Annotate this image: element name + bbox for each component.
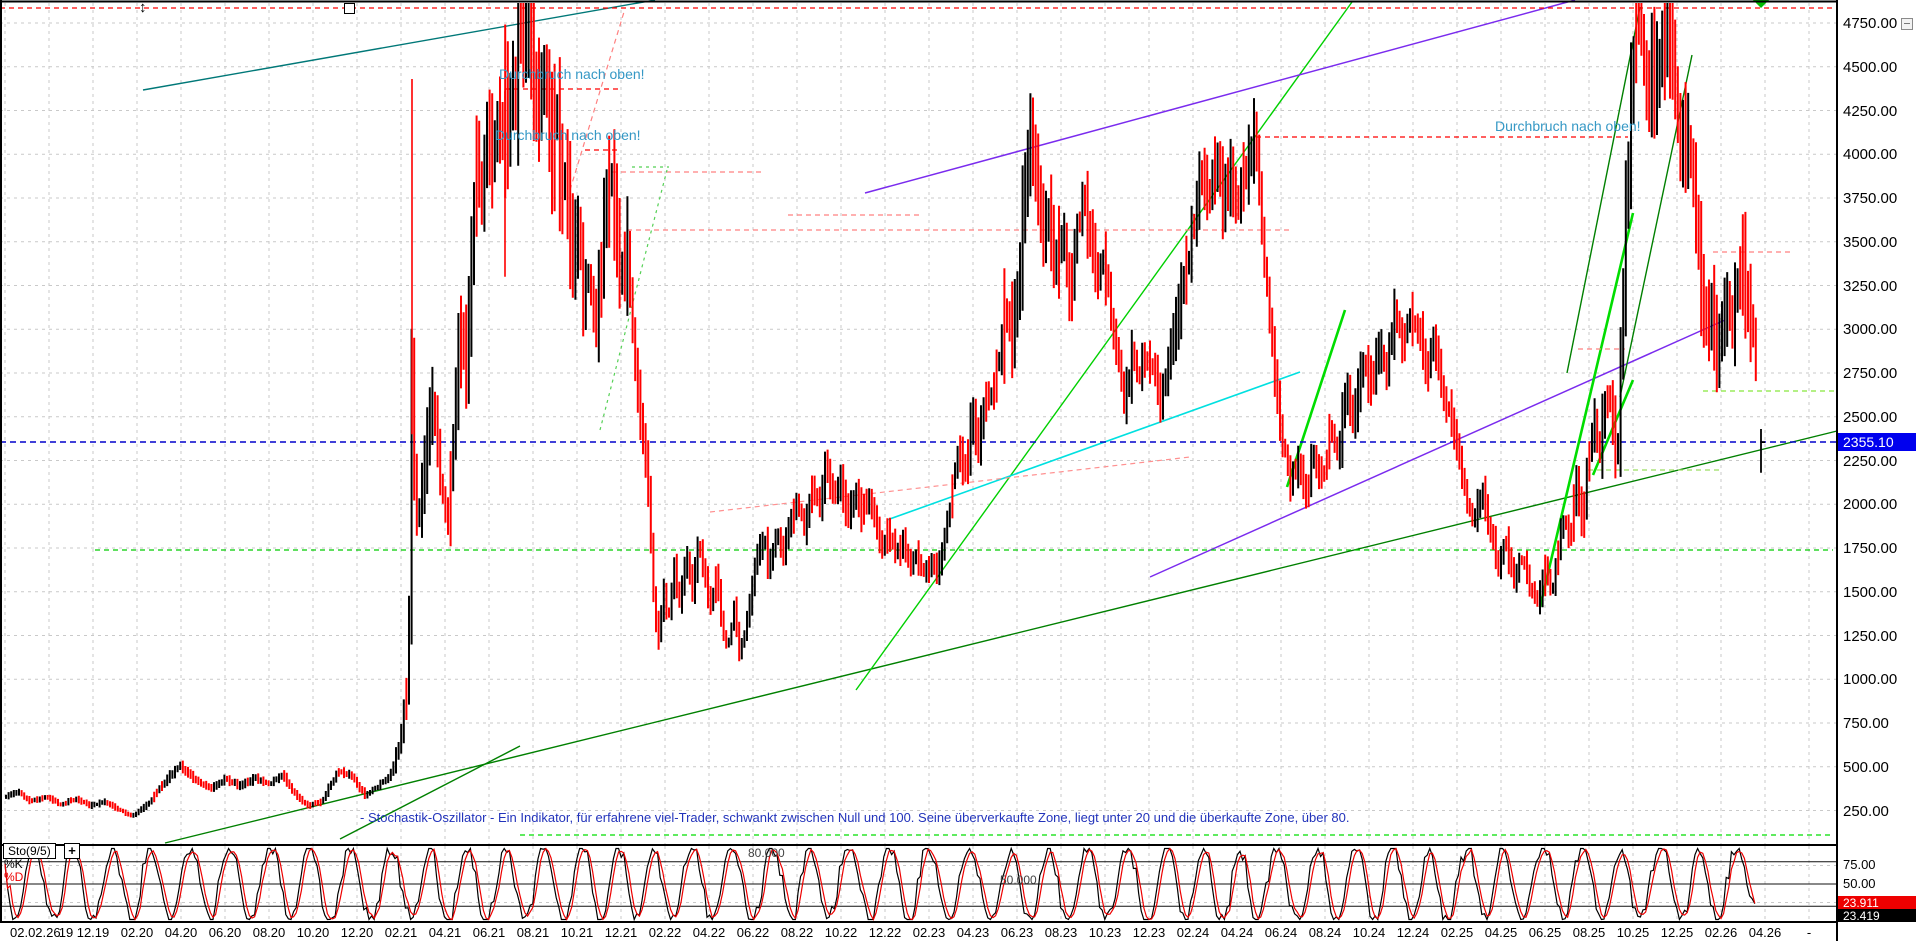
dashed-level-line[interactable]	[569, 11, 625, 191]
stochastic-oscillator-layer	[0, 846, 1837, 922]
time-tick-label: 08.21	[516, 925, 550, 940]
time-tick-label: 04.26	[1748, 925, 1782, 940]
time-tick-label: 12.23	[1132, 925, 1166, 940]
price-tick-label: 1750.00	[1843, 540, 1898, 557]
price-tick-label: 3250.00	[1843, 277, 1898, 295]
time-tick-label: 10.23	[1088, 925, 1122, 940]
line-selection-handle[interactable]	[344, 3, 355, 14]
price-tick-label: 750.00	[1843, 715, 1889, 732]
pane-borders	[0, 0, 1838, 941]
time-tick-label: 06.24	[1264, 925, 1298, 940]
time-tick-label: 08.22	[780, 925, 814, 940]
time-tick-label: 08.20	[252, 925, 286, 940]
price-tick-label: 1250.00	[1843, 627, 1898, 645]
price-tick-label: 2000.00	[1843, 496, 1898, 514]
price-tick-label: 500.00	[1843, 758, 1889, 776]
time-tick-label: 02.22	[648, 925, 682, 940]
time-tick-label: 02.02.26	[10, 925, 61, 940]
time-tick-label: 08.24	[1308, 925, 1342, 940]
time-tick-label: 06.23	[1000, 925, 1034, 940]
time-tick-label: 06.21	[472, 925, 506, 940]
breakout-annotation[interactable]: Durchbruch nach oben!	[1495, 118, 1641, 134]
time-tick-label: 02.21	[384, 925, 418, 940]
indicator-description-text: - Stochastik-Oszillator - Ein Indikator,…	[360, 810, 1350, 825]
time-tick-label: 10.22	[824, 925, 858, 940]
time-tick-label: 04.21	[428, 925, 462, 940]
add-indicator-button[interactable]: +	[64, 843, 80, 859]
trend-line[interactable]	[855, 1, 1353, 691]
price-tick-label: 1500.00	[1843, 583, 1898, 601]
time-tick-label: 10.25	[1616, 925, 1650, 940]
trend-line[interactable]	[1566, 6, 1641, 374]
osc-tick-75: 75.00	[1843, 857, 1876, 872]
price-tick-label: 250.00	[1843, 802, 1889, 820]
time-tick-label: 10.20	[296, 925, 330, 940]
time-tick-label: 06.22	[736, 925, 770, 940]
time-tick-label: 02.23	[912, 925, 946, 940]
trend-line[interactable]	[164, 430, 1838, 844]
osc-tick-50: 50.00	[1843, 876, 1876, 891]
time-tick-label: 04.23	[956, 925, 990, 940]
price-tick-label: 1000.00	[1843, 671, 1898, 689]
time-tick-label: 04.22	[692, 925, 726, 940]
time-tick-label: 02.20	[120, 925, 154, 940]
time-tick-label: 06.20	[208, 925, 242, 940]
trend-line[interactable]	[1285, 309, 1347, 488]
time-tick-label: 06.25	[1528, 925, 1562, 940]
time-tick-label: 04.24	[1220, 925, 1254, 940]
time-tick-label: 02.26	[1704, 925, 1738, 940]
time-tick-label: 04.20	[164, 925, 198, 940]
time-tick-label: 10.24	[1352, 925, 1386, 940]
current-price-badge: 2355.10	[1838, 433, 1916, 451]
time-tick-label: 19	[58, 925, 74, 940]
collapse-pane-icon[interactable]	[1901, 18, 1913, 30]
price-tick-label: 2750.00	[1843, 365, 1898, 382]
percent-k-label: %K	[4, 857, 23, 871]
price-tick-label: 3750.00	[1843, 190, 1898, 207]
trend-line[interactable]	[142, 0, 656, 91]
time-tick-label: 12.25	[1660, 925, 1694, 940]
time-tick-label: 12.20	[340, 925, 374, 940]
price-tick-label: 4250.00	[1843, 102, 1898, 120]
level-80-label: 80.000	[748, 846, 785, 860]
time-tick-label: 02.25	[1440, 925, 1474, 940]
breakout-annotation[interactable]: Durchbruch nach oben!	[499, 66, 645, 82]
percent-k-value-badge: 23.419	[1838, 909, 1916, 923]
price-tick-label: 2500.00	[1843, 408, 1898, 426]
trend-line[interactable]	[1149, 319, 1726, 578]
time-tick-label: 12.19	[76, 925, 110, 940]
time-tick-label: 12.24	[1396, 925, 1430, 940]
stochastic-indicator-label[interactable]: Sto(9/5)	[3, 843, 56, 859]
time-tick-label: 08.23	[1044, 925, 1078, 940]
price-tick-label: 3500.00	[1843, 233, 1898, 251]
time-tick-label: 12.22	[868, 925, 902, 940]
resize-cursor-icon: ↕	[139, 0, 147, 16]
time-tick-label: 10.21	[560, 925, 594, 940]
trend-line[interactable]	[886, 371, 1301, 521]
time-tick-label: 04.25	[1484, 925, 1518, 940]
trend-line[interactable]	[864, 0, 1576, 194]
price-tick-label: 4500.00	[1843, 58, 1898, 76]
time-tick-label: 08.25	[1572, 925, 1606, 940]
time-tick-label: 02.24	[1176, 925, 1210, 940]
percent-d-label: %D	[4, 870, 24, 884]
trend-line[interactable]	[1538, 212, 1635, 608]
level-50-label: 50.000	[1000, 873, 1037, 887]
price-bars-layer	[5, 0, 1769, 818]
price-tick-label: 3000.00	[1843, 321, 1898, 339]
price-tick-label: 4000.00	[1843, 146, 1898, 164]
percent-d-value-badge: 23.911	[1838, 896, 1916, 910]
price-tick-label: 2250.00	[1843, 452, 1898, 470]
trend-line[interactable]	[339, 745, 521, 840]
time-tick-label: -	[1806, 925, 1812, 940]
breakout-annotation[interactable]: Durchbruch nach oben!	[495, 127, 641, 143]
time-tick-label: 12.21	[604, 925, 638, 940]
grid-lines	[0, 3, 1837, 921]
price-tick-label: 4750.00	[1843, 15, 1898, 32]
